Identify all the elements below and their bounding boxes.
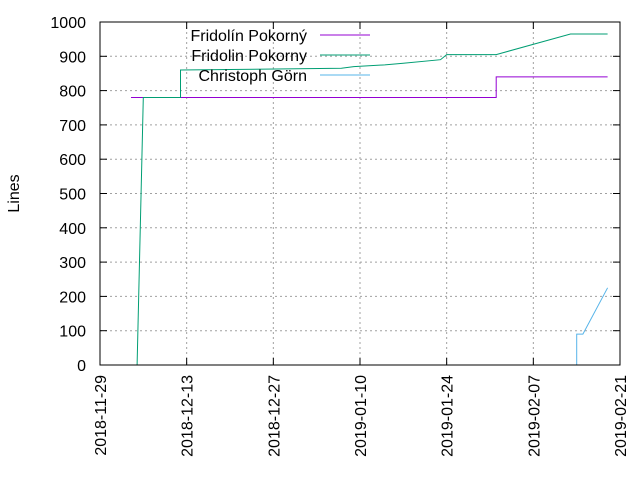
- legend: Fridolín Pokorný Fridolin Pokorny Christop…: [191, 28, 370, 85]
- y-tick-label: 300: [59, 255, 86, 272]
- y-tick-label: 400: [59, 221, 86, 238]
- series-line: [576, 287, 609, 365]
- x-tick-label: 2018-12-27: [266, 375, 283, 457]
- y-tick-label: 100: [59, 324, 86, 341]
- grid: [100, 22, 620, 365]
- legend-label: Christoph Görn: [199, 68, 308, 85]
- y-tick-label: 900: [59, 49, 86, 66]
- y-tick-label: 500: [59, 187, 86, 204]
- series-line: [136, 33, 608, 366]
- y-axis: 0 100 200 300 400 500 600 700 800 900 1000: [50, 15, 620, 375]
- x-axis: 2018-11-29 2018-12-13 2018-12-27 2019-01-10…: [93, 22, 630, 457]
- x-tick-label: 2019-02-07: [526, 375, 543, 457]
- y-tick-label: 800: [59, 84, 86, 101]
- x-tick-label: 2019-01-10: [353, 375, 370, 457]
- x-tick-label: 2019-01-24: [440, 375, 457, 457]
- y-tick-label: 600: [59, 152, 86, 169]
- y-tick-label: 200: [59, 289, 86, 306]
- x-tick-label: 2019-02-21: [613, 375, 630, 457]
- y-tick-label: 1000: [50, 15, 86, 32]
- series-lines: [131, 33, 609, 366]
- y-tick-label: 700: [59, 118, 86, 135]
- y-tick-label: 0: [77, 358, 86, 375]
- series-line: [131, 76, 608, 98]
- x-tick-label: 2018-11-29: [93, 375, 110, 456]
- x-tick-label: 2018-12-13: [180, 375, 197, 457]
- legend-label: Fridolin Pokorny: [191, 48, 307, 65]
- y-axis-label: Lines: [6, 174, 23, 212]
- legend-label: Fridolín Pokorný: [191, 28, 308, 45]
